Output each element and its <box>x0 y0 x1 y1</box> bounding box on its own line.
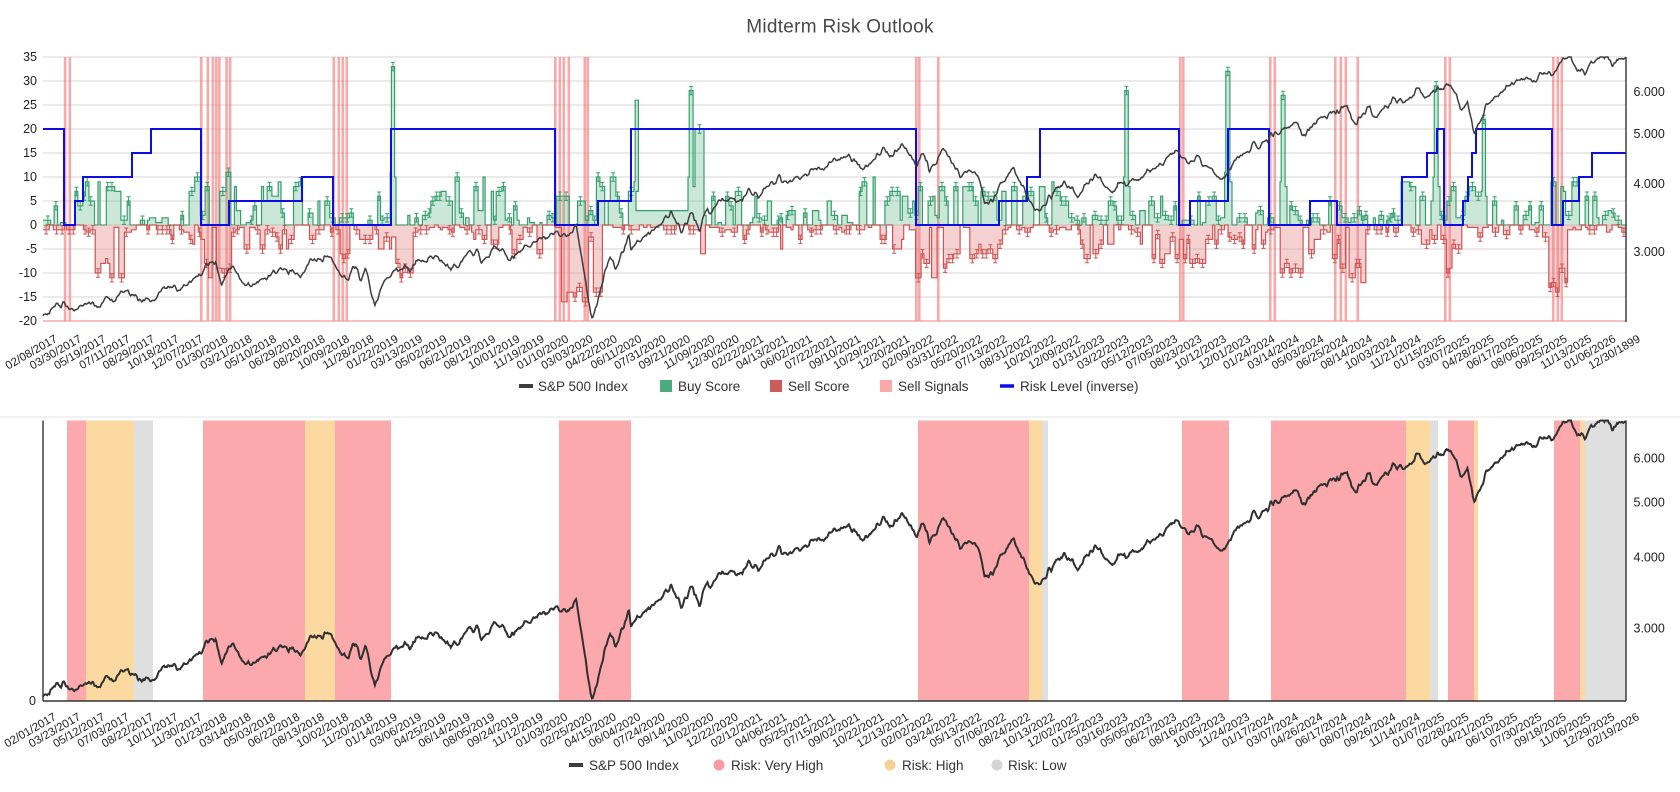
svg-text:30: 30 <box>23 74 37 88</box>
svg-text:4.000: 4.000 <box>1634 177 1665 191</box>
svg-text:3.000: 3.000 <box>1634 622 1665 636</box>
svg-text:0: 0 <box>29 694 36 708</box>
svg-text:20: 20 <box>23 122 37 136</box>
svg-text:S&P 500 Index: S&P 500 Index <box>589 758 679 773</box>
svg-text:S&P 500 Index: S&P 500 Index <box>538 379 628 394</box>
svg-text:35: 35 <box>23 50 37 64</box>
svg-text:3.000: 3.000 <box>1634 245 1665 259</box>
svg-text:Risk: High: Risk: High <box>902 758 964 773</box>
svg-text:Risk: Very High: Risk: Very High <box>731 758 823 773</box>
svg-text:5.000: 5.000 <box>1634 127 1665 141</box>
svg-text:Risk Level (inverse): Risk Level (inverse) <box>1020 379 1139 394</box>
svg-text:5: 5 <box>30 194 37 208</box>
svg-text:-20: -20 <box>19 314 37 328</box>
svg-text:4.000: 4.000 <box>1634 551 1665 565</box>
svg-text:Midterm Risk Outlook: Midterm Risk Outlook <box>746 17 934 38</box>
svg-text:Sell Score: Sell Score <box>788 379 850 394</box>
svg-text:15: 15 <box>23 146 37 160</box>
svg-text:5.000: 5.000 <box>1634 496 1665 510</box>
svg-text:Sell Signals: Sell Signals <box>898 379 969 394</box>
svg-text:6.000: 6.000 <box>1634 452 1665 466</box>
svg-text:10: 10 <box>23 170 37 184</box>
svg-text:-15: -15 <box>19 290 37 304</box>
svg-text:6.000: 6.000 <box>1634 85 1665 99</box>
svg-text:0: 0 <box>30 218 37 232</box>
svg-text:25: 25 <box>23 98 37 112</box>
svg-text:-5: -5 <box>26 242 37 256</box>
svg-text:Buy Score: Buy Score <box>678 379 740 394</box>
svg-text:Risk: Low: Risk: Low <box>1008 758 1067 773</box>
svg-text:-10: -10 <box>19 266 37 280</box>
